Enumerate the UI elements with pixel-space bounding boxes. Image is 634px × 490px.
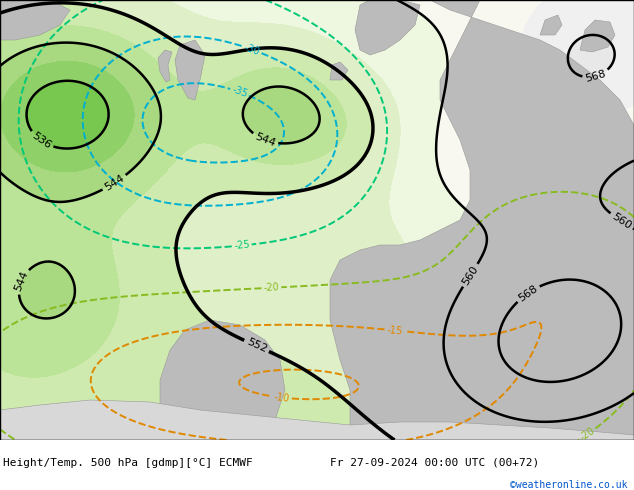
Polygon shape [580,20,615,52]
Polygon shape [330,62,348,80]
Polygon shape [158,50,172,82]
Text: 560: 560 [610,211,633,231]
Polygon shape [330,0,634,440]
Text: Height/Temp. 500 hPa [gdmp][°C] ECMWF: Height/Temp. 500 hPa [gdmp][°C] ECMWF [3,458,253,467]
Text: Fr 27-09-2024 00:00 UTC (00+72): Fr 27-09-2024 00:00 UTC (00+72) [330,458,539,467]
Text: 568: 568 [585,69,607,84]
Polygon shape [540,15,562,35]
Polygon shape [0,400,634,440]
Text: -30: -30 [243,42,261,57]
Polygon shape [355,0,420,55]
Text: -10: -10 [274,392,290,403]
Text: -20: -20 [263,282,280,293]
Text: 552: 552 [245,337,268,355]
Polygon shape [175,40,205,100]
Text: ©weatheronline.co.uk: ©weatheronline.co.uk [510,480,628,490]
Polygon shape [0,0,70,40]
Text: -25: -25 [233,240,250,251]
Text: 544: 544 [254,131,277,148]
Text: 560: 560 [460,264,480,287]
Text: -20: -20 [578,425,597,442]
Text: 544: 544 [103,173,126,193]
Text: 568: 568 [517,283,540,303]
Text: 536: 536 [30,130,53,151]
Polygon shape [160,320,285,440]
Text: 544: 544 [13,270,30,293]
Text: -15: -15 [386,324,403,336]
Text: -35: -35 [230,85,249,99]
